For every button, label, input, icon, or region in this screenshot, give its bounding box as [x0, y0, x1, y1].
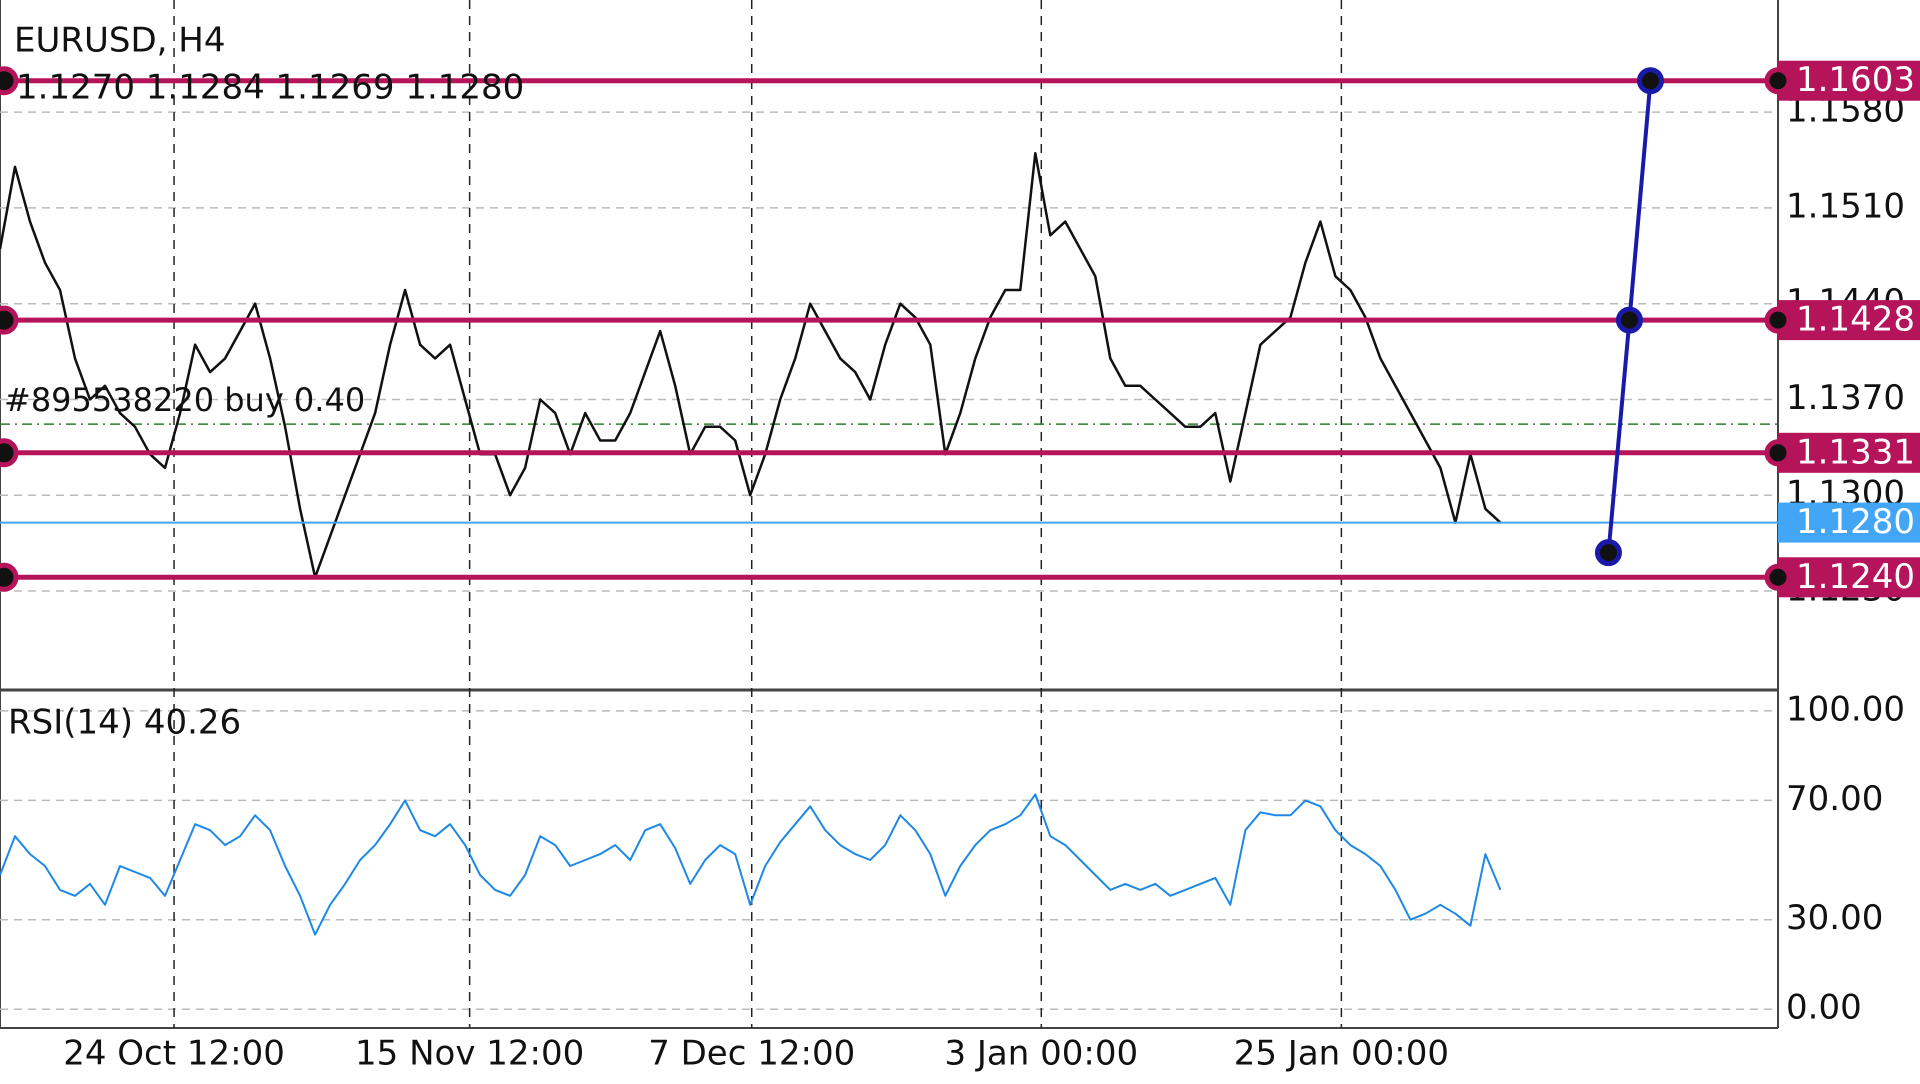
level-box [1778, 60, 1920, 101]
level-handle [0, 305, 19, 335]
x-tick-label: 24 Oct 12:00 [63, 1034, 285, 1074]
level-handle [0, 438, 19, 468]
trend-handle [1636, 67, 1664, 95]
rsi-line [0, 793, 1502, 936]
level-handle [0, 562, 19, 592]
symbol: EURUSD, H4 [14, 21, 225, 61]
trend-handle [1615, 306, 1643, 334]
level-handle [1764, 563, 1792, 591]
level-handle [1764, 439, 1792, 467]
level-handle [1764, 306, 1792, 334]
trend-handle [1594, 539, 1622, 567]
y-tick-label: 0.00 [1786, 988, 1862, 1028]
level-box [1778, 300, 1920, 341]
level-box [1778, 432, 1920, 473]
level-handle [1764, 67, 1792, 95]
level-handle [0, 66, 19, 96]
level-label: 1.1240 [1796, 557, 1915, 597]
x-tick-label: 25 Jan 00:00 [1234, 1034, 1449, 1074]
ohlc: 1.1270 1.1284 1.1269 1.1280 [16, 68, 524, 108]
y-tick-label: 100.00 [1786, 689, 1905, 729]
level-box [1778, 557, 1920, 598]
y-tick-label: 70.00 [1786, 779, 1883, 819]
y-tick-label: 1.1510 [1786, 186, 1905, 226]
y-tick-label: 1.1370 [1786, 378, 1905, 418]
current-price-box [1778, 502, 1920, 543]
level-label: 1.1603 [1796, 60, 1915, 100]
rsi-title: RSI(14) 40.26 [8, 703, 241, 743]
level-label: 1.1428 [1796, 300, 1915, 340]
x-tick-label: 3 Jan 00:00 [944, 1034, 1138, 1074]
trade-label: #895538220 buy 0.40 [4, 381, 365, 419]
level-label: 1.1331 [1796, 432, 1915, 472]
current-price-label: 1.1280 [1796, 502, 1915, 542]
price-line [0, 151, 1502, 579]
x-tick-label: 7 Dec 12:00 [648, 1034, 855, 1074]
y-tick-label: 30.00 [1786, 898, 1883, 938]
x-tick-label: 15 Nov 12:00 [355, 1034, 584, 1074]
